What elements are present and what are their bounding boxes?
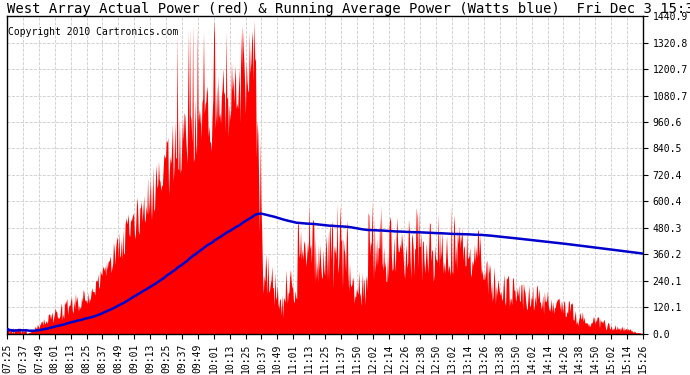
Text: Copyright 2010 Cartronics.com: Copyright 2010 Cartronics.com (8, 27, 179, 37)
Text: West Array Actual Power (red) & Running Average Power (Watts blue)  Fri Dec 3 15: West Array Actual Power (red) & Running … (7, 2, 690, 16)
